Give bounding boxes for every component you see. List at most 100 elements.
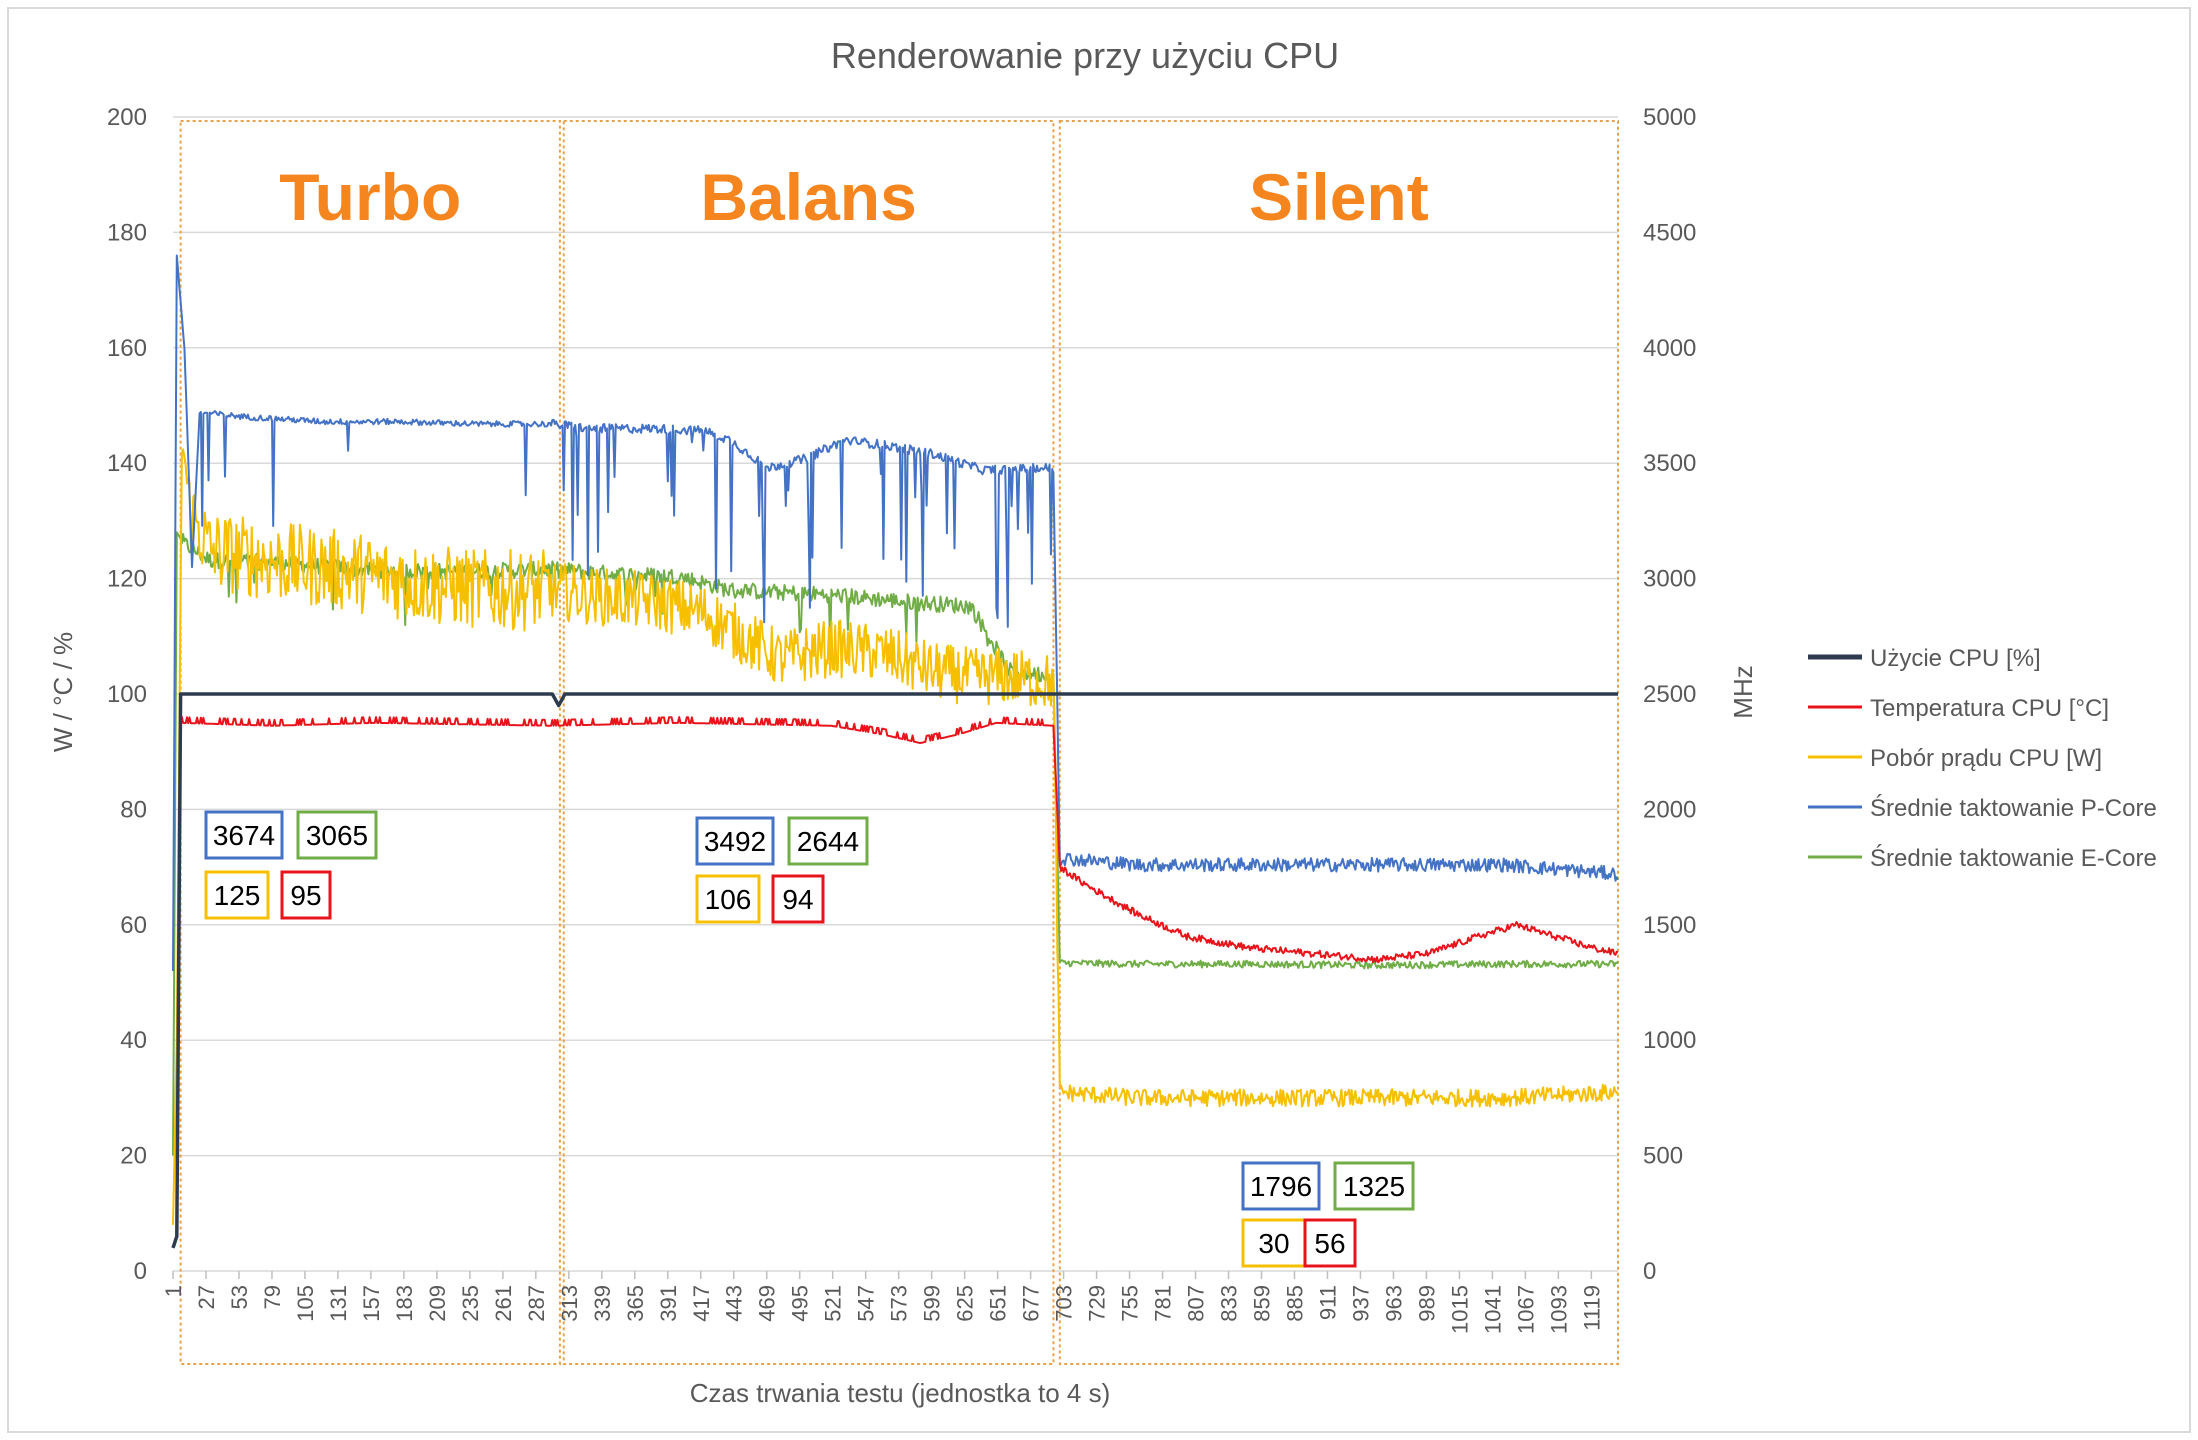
y-tick-right: 1000 — [1643, 1027, 1696, 1054]
left-axis-ticks: 0 20 40 60 80 100 120 140 160 180 200 — [107, 104, 147, 1285]
x-tick-label: 443 — [722, 1285, 747, 1322]
annotation-silent-power-value: 30 — [1258, 1228, 1289, 1259]
y-tick-left: 40 — [120, 1027, 147, 1054]
annotation-balans-pcore-box — [695, 816, 775, 866]
y-tick-right: 0 — [1643, 1258, 1656, 1285]
x-tick-label: 27 — [194, 1285, 219, 1309]
x-tick-label: 131 — [326, 1285, 351, 1322]
y-tick-left: 20 — [120, 1143, 147, 1170]
annotation-balans-temp-box — [771, 874, 825, 924]
x-tick-label: 365 — [623, 1285, 648, 1322]
x-tick-label: 755 — [1118, 1285, 1143, 1322]
y-tick-right: 4500 — [1643, 219, 1696, 246]
value-annotations: 3674 3065 125 95 3492 2644 106 94 1796 1325 30 56 — [204, 810, 1415, 1268]
annotation-silent-pcore-value: 1796 — [1250, 1171, 1312, 1202]
x-tick-label: 53 — [227, 1285, 252, 1309]
y-tick-left: 100 — [107, 681, 147, 708]
x-tick-label: 781 — [1151, 1285, 1176, 1322]
x-tick-label: 209 — [425, 1285, 450, 1322]
annotation-silent-ecore-value: 1325 — [1343, 1171, 1405, 1202]
annotation-balans-power-box — [695, 874, 761, 924]
annotation-silent-temp-box — [1303, 1218, 1357, 1268]
x-tick-label: 313 — [557, 1285, 582, 1322]
x-tick-label: 1093 — [1546, 1285, 1571, 1334]
annotation-turbo-power-value: 125 — [214, 880, 261, 911]
annotation-silent-temp-value: 56 — [1314, 1228, 1345, 1259]
annotation-turbo-temp-value: 95 — [290, 880, 321, 911]
x-tick-label: 625 — [953, 1285, 978, 1322]
x-tick-label: 417 — [689, 1285, 714, 1322]
legend-label-pcore: Średnie taktowanie P-Core — [1870, 794, 2157, 822]
x-tick-label: 729 — [1085, 1285, 1110, 1322]
x-tick-label: 235 — [458, 1285, 483, 1322]
x-tick-label: 573 — [887, 1285, 912, 1322]
series-line-power — [172, 448, 1619, 1225]
legend-label-temp: Temperatura CPU [°C] — [1870, 695, 2109, 722]
y-tick-right: 5000 — [1643, 104, 1696, 131]
annotation-balans-power-value: 106 — [705, 884, 752, 915]
x-tick-label: 287 — [524, 1285, 549, 1322]
legend-label-usage: Użycie CPU [%] — [1870, 645, 2041, 672]
x-tick-label: 1119 — [1579, 1285, 1604, 1331]
x-tick-label: 157 — [359, 1285, 384, 1322]
x-axis-ticks: 1 27 53 79 105 131 157 183 209 235 261 287 313 339 365… — [161, 1271, 1604, 1334]
y-tick-right: 2000 — [1643, 796, 1696, 823]
x-tick-label: 677 — [1019, 1285, 1044, 1322]
y-tick-left: 0 — [134, 1258, 147, 1285]
y-axis-label-right: MHz — [1728, 665, 1758, 718]
x-tick-label: 989 — [1414, 1285, 1439, 1322]
legend-label-power: Pobór prądu CPU [W] — [1870, 745, 2102, 772]
x-tick-label: 339 — [590, 1285, 615, 1322]
annotation-silent-ecore-box — [1333, 1161, 1415, 1211]
annotation-balans-temp-value: 94 — [782, 884, 813, 915]
series-lines — [171, 254, 1619, 1249]
x-tick-label: 599 — [920, 1285, 945, 1322]
chart-title: Renderowanie przy użyciu CPU — [831, 35, 1339, 76]
annotation-turbo-ecore-box — [296, 810, 378, 860]
x-axis-label: Czas trwania testu (jednostka to 4 s) — [690, 1378, 1111, 1408]
y-tick-right: 3000 — [1643, 566, 1696, 593]
series-line-usage — [171, 692, 1619, 1249]
mode-regions: Turbo Balans Silent — [179, 120, 1619, 1365]
annotation-turbo-ecore-value: 3065 — [306, 820, 368, 851]
y-tick-left: 200 — [107, 104, 147, 131]
x-tick-label: 469 — [755, 1285, 780, 1322]
x-tick-label: 937 — [1348, 1285, 1373, 1322]
x-tick-label: 547 — [854, 1285, 879, 1322]
x-tick-label: 1 — [161, 1285, 186, 1297]
series-line-temp — [179, 716, 1619, 964]
chart-border — [7, 7, 2191, 1433]
legend: Użycie CPU [%] Temperatura CPU [°C] Pobór … — [1808, 645, 2157, 872]
x-tick-label: 963 — [1381, 1285, 1406, 1322]
x-tick-label: 391 — [656, 1285, 681, 1322]
x-tick-label: 521 — [821, 1285, 846, 1322]
series-line-pcore — [172, 254, 1619, 972]
x-tick-label: 183 — [392, 1285, 417, 1322]
x-tick-label: 807 — [1184, 1285, 1209, 1322]
annotation-balans-ecore-box — [787, 816, 869, 866]
x-tick-label: 833 — [1217, 1285, 1242, 1322]
x-tick-label: 859 — [1250, 1285, 1275, 1322]
x-tick-label: 79 — [260, 1285, 285, 1309]
y-tick-left: 180 — [107, 219, 147, 246]
annotation-silent-pcore-box — [1241, 1161, 1321, 1211]
right-axis-ticks: 0 500 1000 1500 2000 2500 3000 3500 4000 4500 5000 — [1643, 104, 1696, 1285]
y-tick-right: 3500 — [1643, 450, 1696, 477]
y-tick-right: 4000 — [1643, 335, 1696, 362]
region-balans-label: Balans — [700, 160, 916, 234]
x-tick-label: 261 — [491, 1285, 516, 1322]
x-tick-label: 105 — [293, 1285, 318, 1322]
annotation-balans-pcore-value: 3492 — [704, 826, 766, 857]
region-silent-label: Silent — [1249, 160, 1429, 234]
x-tick-label: 1015 — [1447, 1285, 1472, 1334]
y-tick-left: 80 — [120, 796, 147, 823]
annotation-turbo-pcore-value: 3674 — [213, 820, 275, 851]
y-tick-right: 1500 — [1643, 912, 1696, 939]
y-tick-left: 140 — [107, 450, 147, 477]
y-tick-right: 2500 — [1643, 681, 1696, 708]
annotation-balans-ecore-value: 2644 — [797, 826, 859, 857]
x-tick-label: 885 — [1282, 1285, 1307, 1322]
x-tick-label: 1041 — [1480, 1285, 1505, 1334]
